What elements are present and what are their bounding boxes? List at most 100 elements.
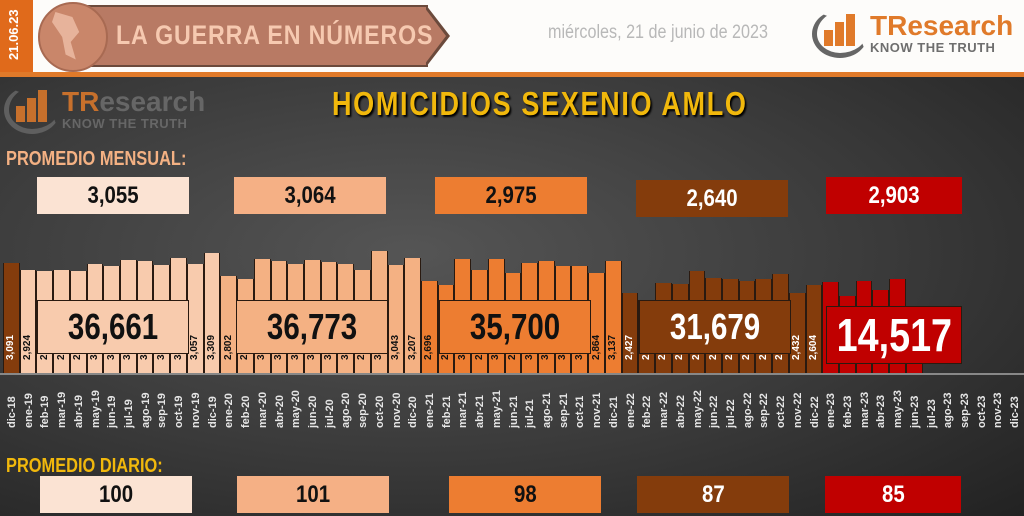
x-tick-label: dic-20	[407, 396, 420, 428]
bar-value-label: 2,696	[423, 334, 435, 360]
bar-dic-19: 3,309	[203, 253, 221, 373]
x-tick-label: sep-20	[357, 393, 370, 428]
bar-dic-20: 3,207	[404, 257, 421, 373]
x-tick-label: feb-21	[440, 395, 453, 428]
x-tick-label: may-23	[892, 390, 905, 428]
x-axis	[0, 373, 1024, 375]
total-2022: 31,679	[639, 300, 791, 354]
x-tick-label: jun-22	[708, 395, 721, 428]
x-tick-label: ago-23	[942, 392, 955, 428]
bar-value-label: 3,309	[205, 334, 217, 360]
x-tick-label: dic-18	[6, 396, 18, 428]
x-tick-label: ago-20	[340, 392, 353, 428]
bar-nov-19: 3,057	[186, 264, 204, 373]
bar-value-label: 2,432	[791, 334, 803, 360]
daily-avg-label: PROMEDIO DIARIO:	[6, 455, 163, 477]
bar-value-label: 2,924	[22, 334, 34, 360]
x-tick-label: abr-19	[72, 394, 85, 428]
x-tick-label: ene-23	[825, 393, 838, 428]
divider	[0, 72, 1024, 77]
bar-value-label: 3,043	[389, 334, 401, 360]
x-tick-label: oct-19	[173, 395, 186, 428]
x-tick-label: may-19	[89, 390, 102, 428]
x-tick-label: oct-23	[975, 395, 988, 428]
x-tick-label: ago-19	[139, 392, 152, 428]
daily-avg-2020: 101	[237, 476, 389, 513]
x-tick-label: ago-22	[741, 392, 754, 428]
bar-nov-20: 3,043	[387, 265, 405, 373]
daily-avg-2022: 87	[637, 476, 789, 513]
x-tick-label: dic-21	[607, 396, 620, 428]
x-tick-label: dic-23	[1009, 396, 1022, 428]
daily-avg-2021: 98	[449, 476, 601, 513]
date-long: miércoles, 21 de junio de 2023	[548, 22, 768, 43]
bar-ene-21: 2,696	[421, 280, 438, 373]
x-tick-label: dic-19	[206, 396, 219, 428]
x-tick-label: jul-23	[925, 399, 938, 428]
x-tick-label: dic-22	[808, 396, 821, 428]
monthly-avg-2023: 2,903	[826, 177, 962, 214]
x-tick-label: sep-19	[156, 393, 169, 428]
x-tick-label: sep-21	[557, 393, 570, 428]
x-tick-label: mar-23	[858, 391, 871, 428]
bar-dic-18: 3,091	[3, 262, 20, 373]
date-badge: 21.06.23	[0, 0, 33, 72]
x-tick-label: nov-23	[992, 392, 1005, 428]
x-tick-label: may-20	[290, 390, 303, 428]
bar-dic-22: 2,604	[805, 284, 823, 373]
monthly-avg-2020: 3,064	[234, 177, 386, 214]
title-banner: LA GUERRA EN NÚMEROS	[38, 2, 450, 72]
bar-value-label: 2,864	[590, 334, 602, 360]
banner-title: LA GUERRA EN NÚMEROS	[116, 20, 434, 50]
header-bar: 21.06.23 LA GUERRA EN NÚMEROS miércoles,…	[0, 0, 1024, 76]
x-tick-label: abr-20	[273, 394, 286, 428]
chart-logo-icon	[812, 8, 870, 58]
x-tick-label: abr-23	[875, 394, 888, 428]
x-tick-label: jul-20	[323, 399, 336, 428]
x-tick-label: oct-22	[775, 395, 788, 428]
x-tick-label: jun-19	[106, 395, 119, 428]
x-tick-label: may-22	[691, 390, 704, 428]
x-tick-label: oct-20	[373, 395, 386, 428]
daily-avg-2019: 100	[40, 476, 192, 513]
x-tick-label: nov-20	[390, 392, 403, 428]
x-tick-label: nov-19	[189, 392, 202, 428]
globe-icon	[38, 2, 108, 72]
bar-nov-22: 2,432	[788, 292, 806, 373]
bar-value-label: 2,427	[623, 334, 635, 360]
x-tick-label: feb-20	[240, 395, 253, 428]
x-tick-label: jul-21	[524, 399, 537, 428]
chart-logo-icon	[4, 84, 62, 134]
x-tick-label: mar-20	[256, 391, 269, 428]
x-tick-label: mar-19	[56, 391, 69, 428]
x-tick-label: ene-19	[22, 393, 35, 428]
total-2023: 14,517	[826, 306, 962, 364]
monthly-avg-label: PROMEDIO MENSUAL:	[6, 148, 187, 170]
monthly-avg-2019: 3,055	[37, 177, 189, 214]
bar-value-label: 3,091	[5, 334, 17, 360]
x-tick-label: may-21	[490, 390, 503, 428]
x-tick-label: oct-21	[574, 395, 587, 428]
total-2021: 35,700	[439, 300, 591, 354]
x-tick-label: ago-21	[541, 392, 554, 428]
total-2020: 36,773	[236, 300, 388, 354]
bar-value-label: 3,207	[406, 334, 418, 360]
bar-value-label: 2,604	[807, 334, 819, 360]
chart-title: HOMICIDIOS SEXENIO AMLO	[332, 85, 748, 122]
x-tick-label: sep-22	[758, 393, 771, 428]
daily-avg-2023: 85	[825, 476, 961, 513]
logo-watermark: TResearch KNOW THE TRUTH	[4, 84, 205, 134]
x-tick-label: jun-21	[507, 395, 520, 428]
x-tick-label: nov-22	[791, 392, 804, 428]
monthly-avg-2022: 2,640	[636, 180, 788, 217]
x-tick-label: jul-22	[724, 399, 737, 428]
monthly-avg-2021: 2,975	[435, 177, 587, 214]
bar-value-label: 2,802	[222, 334, 234, 360]
x-tick-label: feb-19	[39, 395, 52, 428]
x-tick-label: abr-21	[474, 394, 487, 428]
total-2019: 36,661	[37, 300, 189, 354]
x-tick-label: ene-22	[624, 393, 637, 428]
bar-value-label: 3,057	[189, 334, 201, 360]
bar-value-label: 3,137	[607, 334, 619, 360]
